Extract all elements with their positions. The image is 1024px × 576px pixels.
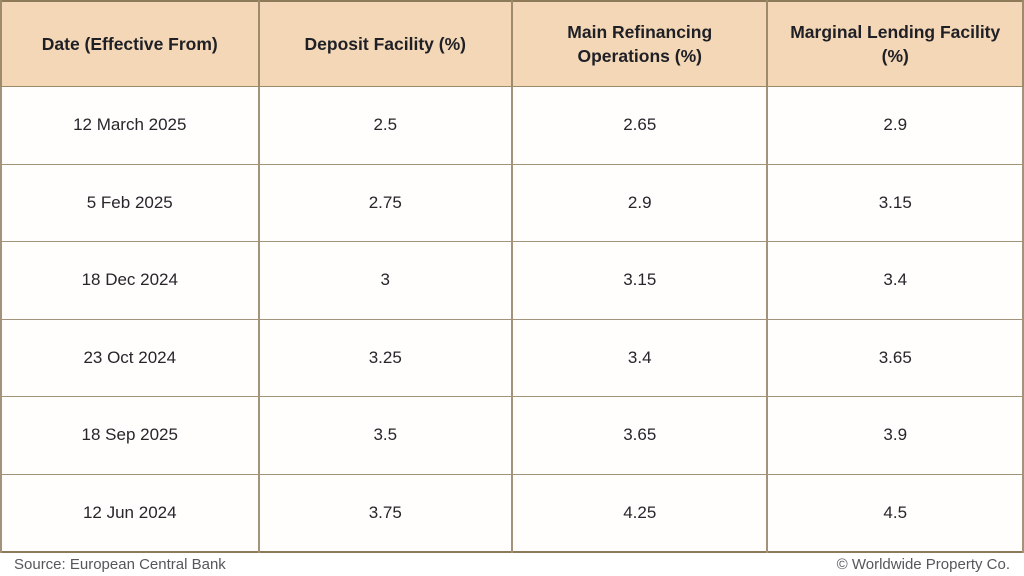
cell-date: 23 Oct 2024: [0, 318, 260, 397]
table-row: 23 Oct 2024 3.25 3.4 3.65: [0, 318, 1024, 397]
cell-date: 18 Dec 2024: [0, 241, 260, 320]
cell-marginal-lending: 2.9: [766, 86, 1024, 165]
cell-marginal-lending: 3.65: [766, 318, 1024, 397]
cell-main-refinancing: 3.15: [510, 241, 769, 320]
source-note: Source: European Central Bank: [14, 556, 226, 573]
cell-date: 12 Jun 2024: [0, 473, 260, 553]
cell-marginal-lending: 3.4: [766, 241, 1024, 320]
cell-deposit-facility: 3.5: [257, 396, 513, 475]
table-row: 5 Feb 2025 2.75 2.9 3.15: [0, 163, 1024, 242]
cell-marginal-lending: 4.5: [766, 473, 1024, 553]
cell-deposit-facility: 2.75: [257, 163, 513, 242]
table-row: 12 March 2025 2.5 2.65 2.9: [0, 86, 1024, 165]
column-header-date: Date (Effective From): [0, 0, 260, 87]
footer: Source: European Central Bank © Worldwid…: [0, 553, 1024, 576]
cell-marginal-lending: 3.15: [766, 163, 1024, 242]
cell-date: 12 March 2025: [0, 86, 260, 165]
column-header-marginal-lending: Marginal Lending Facility (%): [766, 0, 1024, 87]
cell-date: 5 Feb 2025: [0, 163, 260, 242]
column-header-main-refinancing: Main Refinancing Operations (%): [510, 0, 769, 87]
cell-main-refinancing: 4.25: [510, 473, 769, 553]
ecb-interest-rates-table: Date (Effective From) Deposit Facility (…: [0, 0, 1024, 553]
table-row: 18 Sep 2025 3.5 3.65 3.9: [0, 396, 1024, 475]
cell-deposit-facility: 3: [257, 241, 513, 320]
cell-main-refinancing: 2.9: [510, 163, 769, 242]
table-header-row: Date (Effective From) Deposit Facility (…: [0, 0, 1024, 87]
cell-deposit-facility: 3.75: [257, 473, 513, 553]
column-header-deposit-facility: Deposit Facility (%): [257, 0, 513, 87]
table-row: 12 Jun 2024 3.75 4.25 4.5: [0, 473, 1024, 553]
cell-main-refinancing: 3.4: [510, 318, 769, 397]
cell-date: 18 Sep 2025: [0, 396, 260, 475]
cell-deposit-facility: 2.5: [257, 86, 513, 165]
cell-deposit-facility: 3.25: [257, 318, 513, 397]
cell-marginal-lending: 3.9: [766, 396, 1024, 475]
cell-main-refinancing: 2.65: [510, 86, 769, 165]
cell-main-refinancing: 3.65: [510, 396, 769, 475]
table-row: 18 Dec 2024 3 3.15 3.4: [0, 241, 1024, 320]
copyright-note: © Worldwide Property Co.: [836, 556, 1010, 573]
